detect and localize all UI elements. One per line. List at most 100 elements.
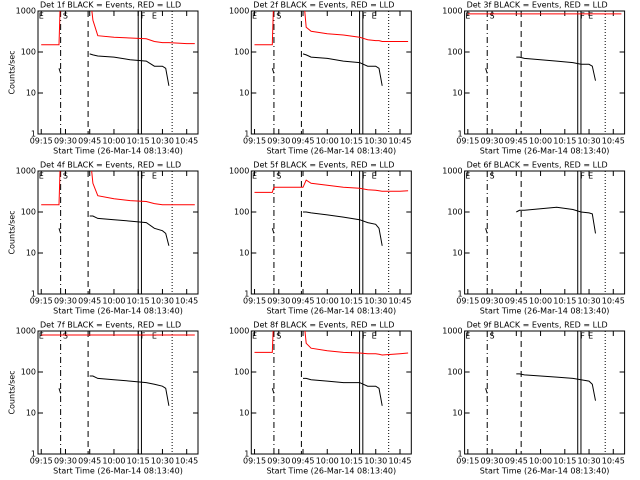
x-tick-label: 09:15	[456, 137, 479, 146]
event-label: F	[362, 332, 367, 341]
y-tick-label: 1000	[16, 327, 36, 336]
x-tick-label: 09:45	[291, 137, 314, 146]
y-tick-label: 1000	[442, 327, 462, 336]
series-line	[485, 373, 596, 401]
x-tick-label: 10:00	[529, 137, 552, 146]
x-tick-label: 10:30	[151, 457, 174, 466]
y-tick-label: 100	[21, 368, 36, 377]
x-tick-label: 09:45	[291, 297, 314, 306]
panel: Det 4f BLACK = Events, RED = LLD 1 10 100 10…	[8, 161, 199, 316]
y-tick-label: 10	[452, 409, 462, 418]
event-label: F	[141, 172, 146, 181]
x-tick-label: 09:30	[267, 457, 290, 466]
series-line	[41, 171, 195, 206]
chart-title: Det 6f BLACK = Events, RED = LLD	[467, 161, 608, 170]
event-label: F	[580, 12, 585, 21]
event-label: E	[372, 332, 377, 341]
event-label: S	[276, 172, 281, 181]
x-tick-label: 10:30	[578, 137, 601, 146]
y-tick-label: 1	[31, 290, 36, 299]
y-tick-label: 1	[31, 130, 36, 139]
x-tick-label: 10:15	[340, 297, 363, 306]
event-label: S	[63, 332, 68, 341]
plot-frame	[464, 170, 626, 295]
x-tick-label: 10:45	[602, 137, 625, 146]
x-axis-label: Start Time (26-Mar-14 08:13:40)	[480, 307, 610, 316]
y-tick-label: 1000	[442, 167, 462, 176]
y-tick-label: 100	[21, 208, 36, 217]
event-label: S	[63, 172, 68, 181]
x-tick-label: 10:15	[553, 137, 576, 146]
x-tick-label: 09:15	[243, 137, 266, 146]
x-tick-label: 10:45	[175, 457, 198, 466]
event-label: E	[588, 12, 593, 21]
x-axis-label: Start Time (26-Mar-14 08:13:40)	[266, 467, 396, 476]
x-tick-label: 09:15	[30, 457, 53, 466]
event-label: E	[465, 12, 470, 21]
event-label: S	[490, 332, 495, 341]
panel: Det 5f BLACK = Events, RED = LLD 1 10 100 10…	[229, 161, 412, 316]
plot-frame	[250, 170, 412, 295]
plot-frame	[464, 10, 626, 135]
x-tick-label: 09:30	[481, 297, 504, 306]
panel: Det 8f BLACK = Events, RED = LLD 1 10 100 10…	[229, 321, 412, 476]
x-tick-label: 10:45	[388, 137, 411, 146]
x-tick-label: 10:00	[102, 457, 125, 466]
series-line	[254, 11, 409, 46]
x-tick-label: 09:45	[78, 457, 101, 466]
y-tick-label: 1	[244, 130, 249, 139]
y-tick-label: 100	[447, 368, 462, 377]
series-line	[485, 56, 596, 81]
y-tick-label: 100	[234, 48, 249, 57]
plot-frame	[250, 10, 412, 135]
x-tick-label: 10:30	[151, 297, 174, 306]
y-tick-label: 100	[447, 48, 462, 57]
event-label: E	[465, 172, 470, 181]
x-tick-label: 09:30	[54, 137, 77, 146]
event-label: E	[152, 332, 157, 341]
x-axis-label: Start Time (26-Mar-14 08:13:40)	[53, 467, 183, 476]
x-tick-label: 10:30	[364, 457, 387, 466]
x-tick-label: 10:15	[127, 297, 150, 306]
x-axis-label: Start Time (26-Mar-14 08:13:40)	[480, 147, 610, 156]
y-tick-label: 10	[452, 89, 462, 98]
series-line	[58, 375, 170, 406]
panel: Det 6f BLACK = Events, RED = LLD 1 10 100 10…	[442, 161, 626, 316]
x-tick-label: 10:00	[529, 457, 552, 466]
y-tick-label: 10	[452, 249, 462, 258]
chart-title: Det 4f BLACK = Events, RED = LLD	[40, 161, 181, 170]
x-tick-label: 10:45	[388, 297, 411, 306]
chart-title: Det 2f BLACK = Events, RED = LLD	[253, 1, 394, 10]
y-tick-label: 1	[244, 290, 249, 299]
y-tick-label: 10	[239, 409, 249, 418]
panel: Det 3f BLACK = Events, RED = LLD 1 10 100 10…	[442, 1, 626, 156]
x-axis-label: Start Time (26-Mar-14 08:13:40)	[53, 307, 183, 316]
x-tick-label: 10:30	[364, 137, 387, 146]
y-tick-label: 1000	[442, 7, 462, 16]
x-tick-label: 09:45	[78, 297, 101, 306]
plot-frame	[464, 330, 626, 455]
x-tick-label: 09:30	[267, 137, 290, 146]
panel: Det 7f BLACK = Events, RED = LLD 1 10 100 10…	[8, 321, 199, 476]
x-tick-label: 10:45	[175, 137, 198, 146]
x-tick-label: 10:00	[102, 137, 125, 146]
x-axis-label: Start Time (26-Mar-14 08:13:40)	[266, 307, 396, 316]
series-line	[58, 53, 170, 86]
series-line	[485, 206, 596, 234]
y-tick-label: 100	[234, 208, 249, 217]
y-tick-label: 100	[447, 208, 462, 217]
event-label: F	[141, 332, 146, 341]
event-label: S	[276, 332, 281, 341]
y-tick-label: 100	[234, 368, 249, 377]
x-tick-label: 10:30	[578, 297, 601, 306]
y-tick-label: 1	[244, 450, 249, 459]
x-tick-label: 09:30	[54, 457, 77, 466]
x-tick-label: 09:30	[54, 297, 77, 306]
panel: Det 2f BLACK = Events, RED = LLD 1 10 100 10…	[229, 1, 412, 156]
x-tick-label: 09:45	[505, 297, 528, 306]
x-tick-label: 10:30	[151, 137, 174, 146]
event-label: E	[465, 332, 470, 341]
event-label: S	[490, 12, 495, 21]
x-axis-label: Start Time (26-Mar-14 08:13:40)	[480, 467, 610, 476]
